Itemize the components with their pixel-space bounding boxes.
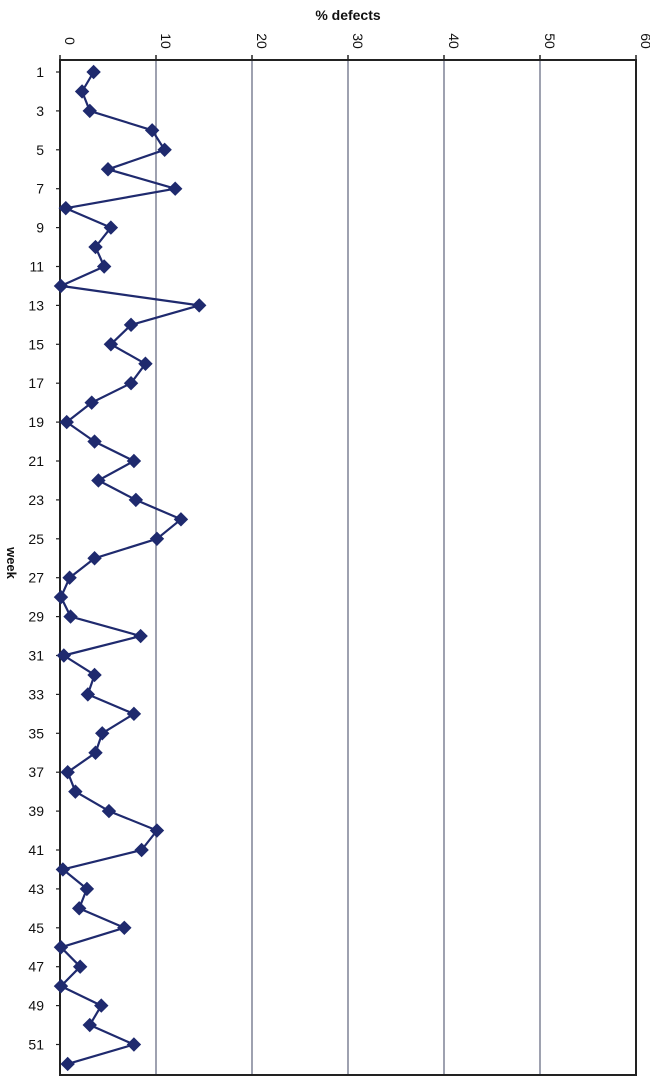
- y-tick-label: 35: [28, 725, 44, 741]
- data-point-week-1: [86, 64, 101, 80]
- data-point-week-36: [88, 745, 103, 760]
- data-point-week-47: [72, 959, 88, 974]
- data-point-week-37: [60, 764, 75, 780]
- y-tick-label: 13: [28, 297, 44, 313]
- x-tick-label: 40: [446, 33, 462, 49]
- y-tick-label: 41: [28, 842, 44, 858]
- data-point-week-16: [138, 356, 153, 371]
- y-tick-label: 5: [36, 142, 44, 158]
- data-point-week-23: [128, 492, 144, 508]
- data-point-week-21: [126, 453, 142, 469]
- data-point-week-5: [157, 142, 172, 158]
- y-tick-label: 23: [28, 492, 44, 508]
- y-tick-label: 45: [28, 920, 44, 936]
- data-point-week-11: [96, 259, 112, 274]
- data-point-week-40: [149, 823, 165, 838]
- data-point-week-30: [133, 628, 148, 644]
- data-point-week-50: [82, 1017, 97, 1033]
- data-point-week-7: [167, 181, 183, 196]
- y-tick-label: 37: [28, 764, 44, 780]
- data-point-week-17: [123, 375, 139, 391]
- data-point-week-6: [100, 162, 116, 177]
- data-point-week-45: [117, 920, 132, 936]
- y-tick-label: 21: [28, 453, 44, 469]
- x-tick-label: 0: [62, 37, 78, 45]
- data-point-week-4: [144, 123, 160, 138]
- data-point-week-13: [191, 298, 207, 313]
- y-tick-label: 31: [28, 648, 44, 664]
- series-line: [59, 71, 201, 1065]
- data-point-week-33: [80, 687, 96, 702]
- data-point-week-15: [103, 337, 119, 352]
- data-point-week-38: [68, 784, 83, 799]
- data-point-week-52: [60, 1056, 75, 1072]
- data-point-week-35: [95, 726, 110, 741]
- x-tick-labels: 0 10 20 30 40 50 60: [62, 33, 650, 49]
- x-tick-label: 30: [350, 33, 366, 49]
- data-point-week-10: [88, 239, 103, 255]
- y-tick-label: 33: [28, 686, 44, 702]
- y-tick-label: 25: [28, 531, 44, 547]
- y-tick-label: 3: [36, 103, 44, 119]
- data-point-week-28: [53, 589, 69, 605]
- data-point-week-3: [82, 103, 97, 119]
- y-tick-label: 7: [36, 181, 44, 197]
- y-tick-label: 51: [28, 1037, 44, 1053]
- data-point-week-14: [123, 317, 139, 333]
- data-point-week-8: [58, 200, 73, 216]
- data-point-week-43: [79, 881, 95, 897]
- data-point-week-27: [62, 570, 77, 585]
- x-tick-label: 50: [542, 33, 558, 49]
- y-axis-title: week: [4, 546, 19, 580]
- data-point-week-29: [63, 609, 78, 624]
- data-point-week-42: [55, 862, 71, 877]
- y-tick-labels: 1357911131517192123252729313335373941434…: [28, 64, 44, 1053]
- data-point-week-18: [84, 395, 99, 410]
- data-point-week-44: [71, 901, 87, 916]
- y-tick-label: 1: [36, 64, 44, 80]
- data-point-week-32: [87, 667, 102, 683]
- data-point-week-24: [173, 512, 189, 527]
- x-tick-label: 10: [158, 33, 174, 49]
- y-tick-label: 49: [28, 998, 44, 1014]
- data-point-week-2: [74, 84, 90, 99]
- data-point-week-20: [87, 434, 102, 449]
- data-point-week-31: [56, 648, 72, 663]
- x-tick-label: 20: [254, 33, 270, 49]
- y-tick-label: 11: [29, 259, 44, 275]
- data-point-week-19: [59, 414, 74, 430]
- data-point-week-25: [149, 531, 165, 547]
- y-tick-label: 39: [28, 803, 44, 819]
- y-tick-label: 9: [36, 220, 44, 236]
- y-tick-label: 29: [28, 609, 44, 625]
- y-tick-label: 47: [28, 959, 44, 975]
- data-point-week-51: [126, 1037, 142, 1052]
- data-point-week-49: [94, 998, 109, 1013]
- data-point-week-34: [126, 706, 142, 722]
- y-tick-label: 43: [28, 881, 44, 897]
- x-tick-label: 60: [638, 33, 650, 49]
- gridlines: [56, 55, 637, 1075]
- data-point-week-22: [91, 473, 106, 488]
- plot-frame: [59, 59, 637, 1076]
- data-point-week-9: [103, 220, 119, 235]
- series-defects: [53, 64, 207, 1072]
- data-point-week-12: [53, 278, 69, 294]
- y-tick-label: 17: [28, 375, 44, 391]
- x-axis-title: % defects: [315, 7, 381, 23]
- data-point-week-26: [87, 551, 102, 566]
- y-tick-label: 27: [28, 570, 44, 586]
- data-point-week-46: [53, 940, 69, 955]
- data-point-week-41: [134, 842, 149, 858]
- data-point-week-39: [101, 803, 117, 819]
- y-tick-label: 15: [28, 336, 44, 352]
- data-point-week-48: [53, 978, 69, 994]
- y-tick-label: 19: [28, 414, 44, 430]
